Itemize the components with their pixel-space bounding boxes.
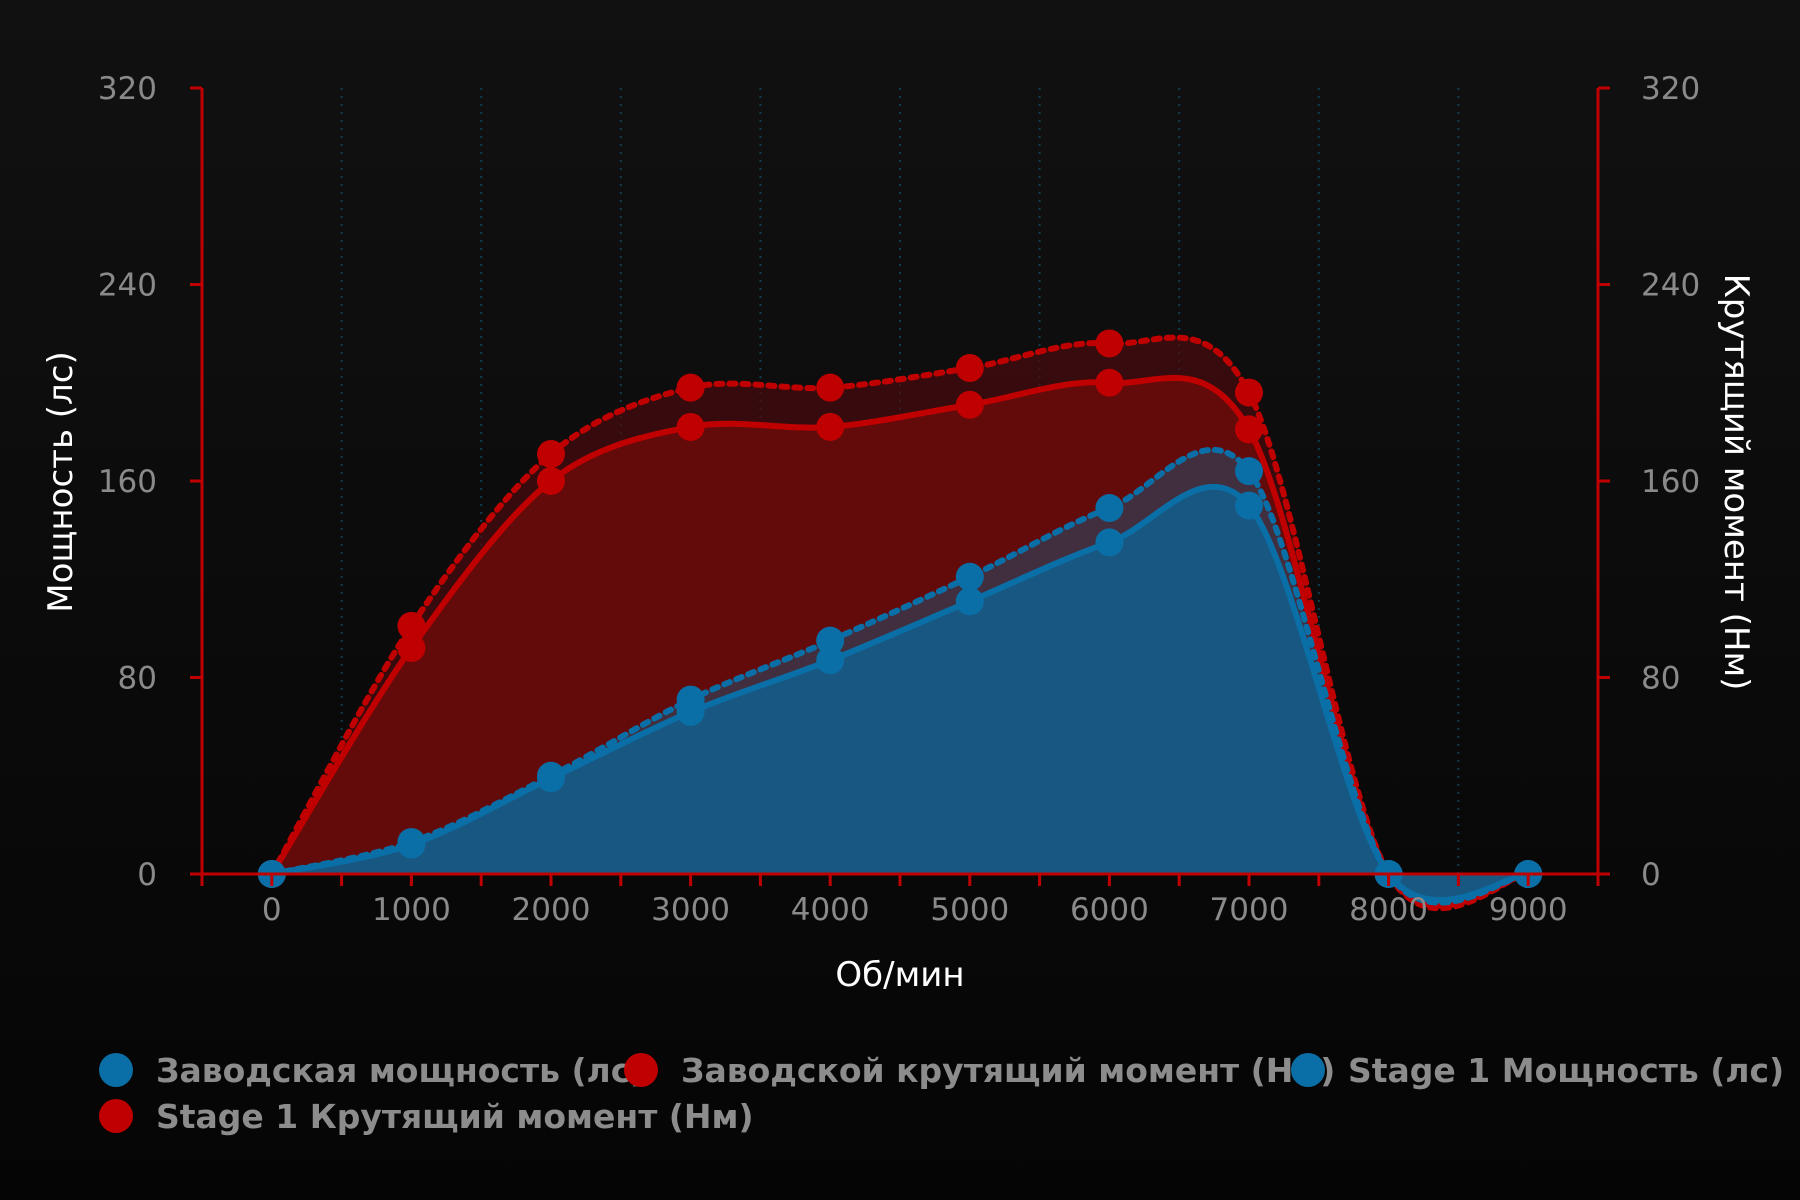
data-point bbox=[955, 354, 984, 383]
data-point bbox=[816, 412, 845, 441]
data-point bbox=[676, 412, 705, 441]
data-point bbox=[816, 626, 845, 655]
x-axis-title: Об/мин bbox=[835, 955, 964, 995]
data-point bbox=[676, 697, 705, 726]
y-tick-label-left: 320 bbox=[98, 71, 157, 107]
data-point bbox=[816, 373, 845, 402]
x-tick-label: 7000 bbox=[1210, 892, 1289, 928]
data-point bbox=[1095, 329, 1124, 358]
data-point bbox=[676, 373, 705, 402]
data-point bbox=[955, 562, 984, 591]
legend: Заводская мощность (лс) Заводской крутящи… bbox=[99, 1051, 1784, 1136]
x-tick-label: 9000 bbox=[1489, 892, 1568, 928]
legend-marker bbox=[99, 1053, 133, 1087]
x-tick-label: 4000 bbox=[791, 892, 870, 928]
data-point bbox=[537, 439, 565, 468]
y-tick-label-right: 160 bbox=[1641, 464, 1700, 500]
x-tick-label: 3000 bbox=[651, 892, 730, 928]
x-tick-label: 0 bbox=[262, 892, 282, 928]
legend-marker bbox=[99, 1099, 133, 1133]
data-point bbox=[397, 830, 426, 859]
data-point bbox=[1235, 378, 1263, 407]
data-point bbox=[1095, 528, 1124, 557]
data-point bbox=[537, 467, 565, 495]
legend-label: Заводской крутящий момент (Нм) bbox=[681, 1051, 1335, 1090]
data-point bbox=[1095, 494, 1124, 523]
y-axis-title-right: Крутящий момент (Нм) bbox=[1716, 274, 1756, 691]
data-point bbox=[397, 634, 426, 663]
x-tick-label: 2000 bbox=[512, 892, 591, 928]
legend-label: Заводская мощность (лс) bbox=[156, 1051, 645, 1090]
data-point bbox=[1235, 415, 1263, 444]
data-point bbox=[955, 587, 984, 616]
y-tick-label-right: 80 bbox=[1641, 661, 1680, 697]
legend-label: Stage 1 Мощность (лс) bbox=[1348, 1051, 1784, 1090]
legend-marker bbox=[624, 1053, 658, 1087]
series-line bbox=[268, 374, 1532, 909]
x-tick-label: 8000 bbox=[1349, 892, 1428, 928]
y-tick-label-left: 80 bbox=[118, 661, 157, 697]
data-point bbox=[955, 390, 984, 419]
axes: 0 1000 2000 3000 4000 5000 6000 7000 8000 9000 0 80… bbox=[98, 71, 1700, 928]
data-point bbox=[397, 611, 426, 640]
data-point bbox=[1235, 491, 1263, 520]
x-tick-label: 1000 bbox=[372, 892, 451, 928]
y-tick-label-left: 0 bbox=[137, 857, 157, 893]
data-point bbox=[1095, 368, 1124, 397]
data-point bbox=[537, 764, 565, 793]
y-tick-label-left: 240 bbox=[98, 268, 157, 304]
y-tick-label-right: 240 bbox=[1641, 268, 1700, 304]
legend-marker bbox=[1291, 1053, 1325, 1087]
series-areas bbox=[271, 337, 1529, 909]
x-tick-label: 5000 bbox=[930, 892, 1009, 928]
data-point bbox=[1235, 457, 1263, 486]
y-tick-label-right: 0 bbox=[1641, 857, 1661, 893]
series-points bbox=[257, 329, 1543, 888]
y-axis-title-left: Мощность (лс) bbox=[41, 351, 81, 613]
series-area bbox=[271, 486, 1529, 901]
legend-label: Stage 1 Крутящий момент (Нм) bbox=[156, 1097, 754, 1136]
y-tick-label-left: 160 bbox=[98, 464, 157, 500]
x-tick-label: 6000 bbox=[1070, 892, 1149, 928]
y-tick-label-right: 320 bbox=[1641, 71, 1700, 107]
data-point bbox=[816, 646, 845, 675]
